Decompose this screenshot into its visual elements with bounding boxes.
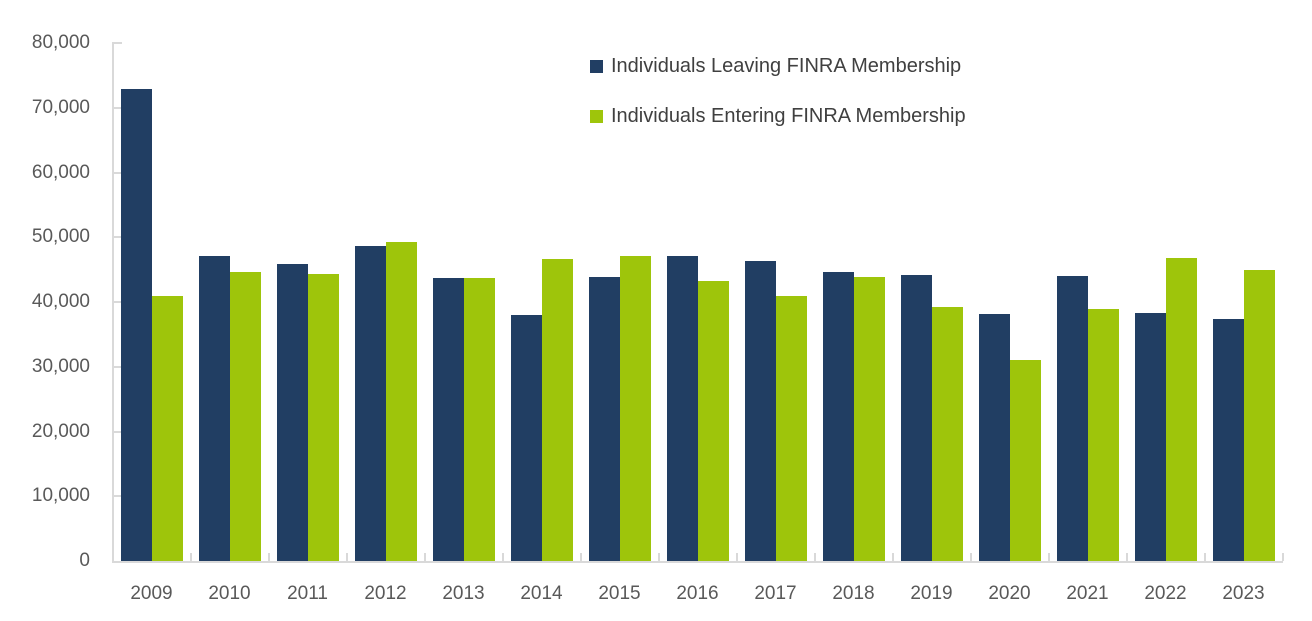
bar-leaving-2011 [276, 264, 308, 561]
bar-leaving-2021 [1056, 276, 1088, 561]
bar-leaving-2017 [744, 261, 776, 561]
x-tick-label: 2016 [676, 583, 719, 604]
y-tick-label: 70,000 [31, 96, 90, 118]
x-tick-label: 2022 [1144, 583, 1187, 604]
bar-leaving-2010 [198, 256, 230, 561]
x-tick-label: 2017 [754, 583, 797, 604]
bar-entering-2015 [619, 256, 651, 561]
legend-label: Individuals Leaving FINRA Membership [611, 54, 962, 77]
y-axis-tick [113, 42, 122, 44]
y-tick-label: 10,000 [31, 485, 90, 507]
x-tick-label: 2012 [364, 583, 407, 604]
x-axis-tick [501, 553, 504, 561]
bar-leaving-2022 [1134, 313, 1166, 561]
y-tick-label: 20,000 [31, 420, 90, 442]
y-tick-label: 50,000 [31, 226, 90, 248]
bar-entering-2021 [1087, 309, 1119, 561]
x-tick-label: 2010 [208, 583, 251, 604]
legend-swatch-icon [590, 109, 603, 123]
bar-entering-2016 [697, 281, 729, 561]
x-axis-tick [735, 553, 738, 561]
x-tick-label: 2011 [287, 583, 328, 604]
x-axis-tick [891, 553, 894, 561]
bar-entering-2009 [151, 296, 183, 561]
chart-legend: Individuals Leaving FINRA Membership Indi… [590, 54, 966, 154]
x-axis-tick [189, 553, 192, 561]
bar-leaving-2020 [978, 314, 1010, 561]
x-tick-label: 2014 [520, 583, 563, 604]
bar-leaving-2012 [354, 246, 386, 561]
y-axis-tick [113, 106, 122, 109]
bar-entering-2022 [1165, 258, 1197, 561]
y-tick-label: 40,000 [31, 291, 90, 312]
bar-leaving-2013 [432, 278, 464, 561]
y-axis-tick [113, 430, 122, 433]
bar-entering-2012 [385, 242, 417, 561]
bar-entering-2019 [931, 307, 963, 561]
bar-entering-2014 [541, 259, 573, 561]
y-axis-tick [113, 495, 122, 498]
x-axis-tick [345, 553, 348, 561]
bar-entering-2013 [463, 278, 495, 561]
x-axis-tick [267, 553, 270, 561]
y-axis-tick [113, 171, 122, 174]
bar-leaving-2019 [900, 275, 932, 561]
bar-leaving-2009 [120, 89, 152, 561]
x-axis-tick [1281, 553, 1284, 561]
y-tick-label: 60,000 [31, 161, 90, 183]
bar-leaving-2015 [588, 277, 620, 561]
bar-leaving-2018 [822, 272, 854, 561]
y-axis-tick [113, 236, 122, 239]
x-axis-tick [657, 553, 660, 561]
x-tick-label: 2020 [988, 583, 1031, 604]
x-tick-label: 2013 [442, 583, 485, 604]
x-tick-label: 2009 [130, 583, 173, 604]
bar-entering-2010 [229, 272, 261, 561]
y-tick-label: 80,000 [31, 32, 90, 53]
x-axis-tick [969, 553, 972, 561]
legend-item: Individuals Leaving FINRA Membership [590, 54, 966, 78]
x-tick-label: 2018 [832, 583, 875, 604]
bar-leaving-2014 [510, 315, 542, 561]
x-axis-tick [579, 553, 582, 561]
x-axis-tick [1203, 553, 1206, 561]
x-axis-tick [813, 553, 816, 561]
bar-entering-2023 [1243, 270, 1275, 561]
bar-entering-2011 [307, 274, 339, 561]
y-axis-tick [113, 365, 122, 368]
y-tick-label: 0 [79, 550, 90, 571]
x-tick-label: 2021 [1066, 583, 1109, 604]
x-axis-line [112, 561, 1283, 563]
y-tick-label: 30,000 [31, 355, 90, 377]
bar-leaving-2023 [1212, 319, 1244, 561]
legend-item: Individuals Entering FINRA Membership [590, 104, 966, 128]
bar-entering-2020 [1009, 360, 1041, 561]
y-axis-tick [113, 301, 122, 303]
bar-leaving-2016 [666, 256, 698, 561]
bar-entering-2018 [853, 277, 885, 561]
legend-swatch-icon [590, 59, 603, 73]
x-axis-tick [1047, 553, 1050, 561]
x-tick-label: 2023 [1222, 583, 1265, 604]
x-tick-label: 2019 [910, 583, 953, 604]
x-tick-label: 2015 [598, 583, 641, 604]
x-axis-tick [1125, 553, 1128, 561]
bar-entering-2017 [775, 296, 807, 561]
legend-label: Individuals Entering FINRA Membership [611, 104, 966, 127]
x-axis-tick [423, 553, 426, 561]
